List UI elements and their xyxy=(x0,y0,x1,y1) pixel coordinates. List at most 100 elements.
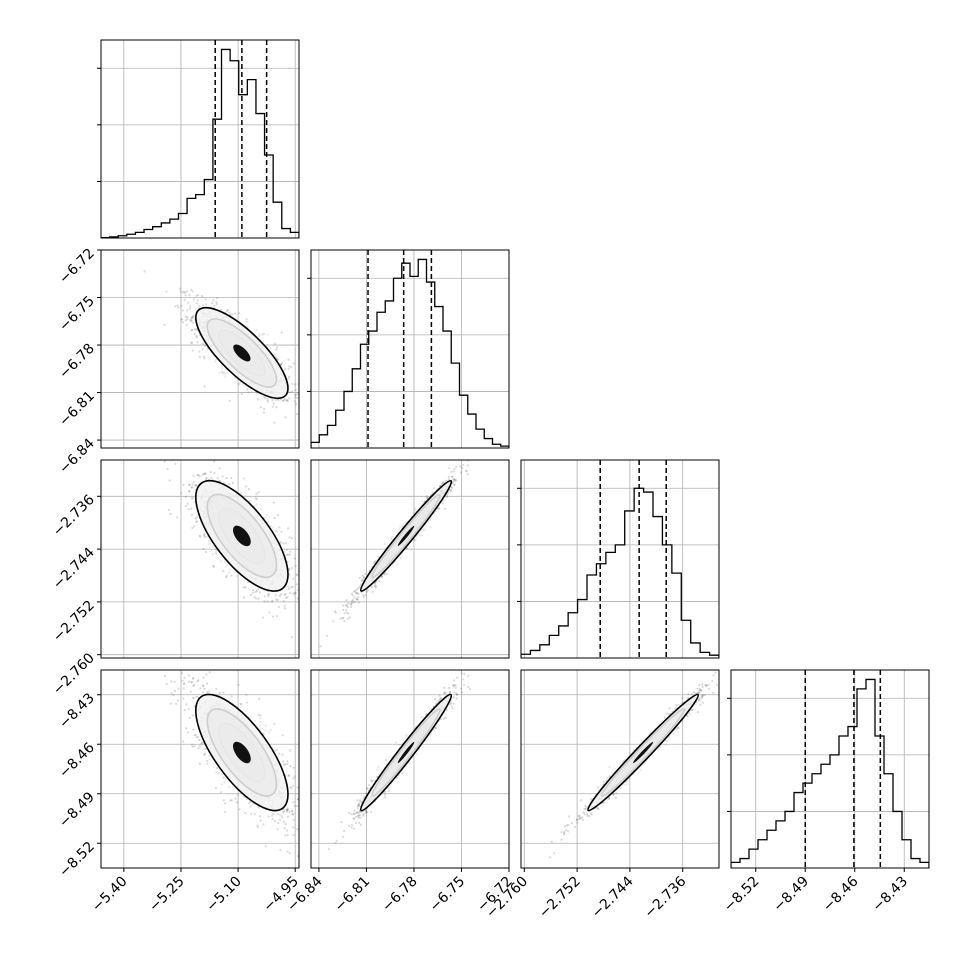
sample-point xyxy=(236,801,239,804)
sample-point xyxy=(377,555,380,558)
sample-point xyxy=(198,534,201,537)
sample-point xyxy=(215,297,218,300)
sample-point xyxy=(262,411,266,414)
sample-point xyxy=(374,560,377,563)
sample-point xyxy=(223,371,226,374)
sample-point xyxy=(163,460,166,463)
histogram-step xyxy=(311,258,509,448)
sample-point xyxy=(358,585,361,589)
sample-point xyxy=(190,507,193,510)
scatter-panel-1-0: −6.84−6.81−6.78−6.75−6.72 xyxy=(56,246,300,477)
sample-point xyxy=(187,680,191,683)
sample-point xyxy=(339,617,342,620)
sample-point xyxy=(177,687,180,690)
sample-point xyxy=(296,597,299,600)
sample-point xyxy=(225,574,228,577)
sample-point xyxy=(319,645,322,648)
sample-point xyxy=(209,470,212,474)
sample-point xyxy=(190,317,193,320)
sample-point xyxy=(208,758,211,761)
sample-point xyxy=(259,724,262,727)
sample-point xyxy=(281,399,285,403)
sample-point xyxy=(244,811,247,815)
sample-point xyxy=(373,583,377,586)
sample-point xyxy=(192,696,195,700)
sample-point xyxy=(194,483,197,486)
sample-point xyxy=(168,479,171,482)
sample-point xyxy=(256,588,259,591)
sample-point xyxy=(198,350,201,353)
sample-point xyxy=(215,302,219,306)
sample-point xyxy=(284,593,287,596)
sample-point xyxy=(292,592,295,595)
sample-point xyxy=(226,309,229,313)
sample-point xyxy=(188,490,191,493)
sample-point xyxy=(276,615,279,618)
sample-point xyxy=(184,294,187,297)
sample-point xyxy=(190,341,193,344)
sample-point xyxy=(271,399,274,402)
sample-point xyxy=(203,385,206,388)
sample-point xyxy=(246,701,249,704)
sample-point xyxy=(186,502,189,505)
sample-point xyxy=(286,560,289,563)
sample-point xyxy=(421,534,424,537)
y-tick-label: −2.736 xyxy=(50,492,98,540)
sample-point xyxy=(450,475,454,478)
sample-point xyxy=(167,508,170,512)
sample-point xyxy=(195,336,198,339)
sample-point xyxy=(269,525,272,528)
scatter-points xyxy=(163,671,299,858)
sample-point xyxy=(215,767,218,770)
sample-point xyxy=(464,469,468,472)
sample-point xyxy=(202,676,205,679)
sample-point xyxy=(182,483,185,487)
sample-point xyxy=(188,294,191,297)
sample-point xyxy=(429,519,432,522)
sample-point xyxy=(203,532,206,535)
sample-point xyxy=(263,516,266,520)
sample-point xyxy=(199,535,202,538)
sample-point xyxy=(263,595,266,598)
sample-point xyxy=(355,591,358,595)
sample-point xyxy=(191,743,194,746)
sample-point xyxy=(462,463,465,466)
sample-point xyxy=(357,601,360,604)
sample-point xyxy=(281,816,284,819)
sample-point xyxy=(449,488,453,491)
sample-point xyxy=(277,513,280,517)
sample-point xyxy=(188,484,191,487)
sample-point xyxy=(278,594,282,598)
sample-point xyxy=(263,332,266,336)
sample-point xyxy=(218,371,221,374)
sample-point xyxy=(188,490,191,493)
sample-point xyxy=(169,513,172,516)
sample-point xyxy=(219,480,222,483)
sample-point xyxy=(259,819,262,822)
sample-point xyxy=(170,680,173,683)
sample-point xyxy=(216,556,219,559)
sample-point xyxy=(346,617,349,620)
sample-point xyxy=(287,358,290,361)
sample-point xyxy=(296,396,299,399)
sample-point xyxy=(184,319,187,322)
sample-point xyxy=(399,525,402,528)
sample-point xyxy=(191,486,194,489)
sample-point xyxy=(287,585,290,588)
sample-point xyxy=(304,581,306,583)
sample-point xyxy=(349,603,352,606)
sample-point xyxy=(230,695,233,698)
sample-point xyxy=(187,301,190,304)
sample-point xyxy=(213,304,216,307)
density-peak xyxy=(233,525,251,547)
sample-point xyxy=(296,805,299,808)
sample-point xyxy=(257,491,260,494)
sample-point xyxy=(345,604,348,607)
sample-point xyxy=(190,486,193,489)
sample-point xyxy=(230,799,233,802)
scatter-panel-2-1 xyxy=(310,459,510,659)
sample-point xyxy=(383,573,386,576)
sample-point xyxy=(287,587,291,591)
sample-point xyxy=(227,571,231,574)
panel-frame xyxy=(100,459,300,659)
